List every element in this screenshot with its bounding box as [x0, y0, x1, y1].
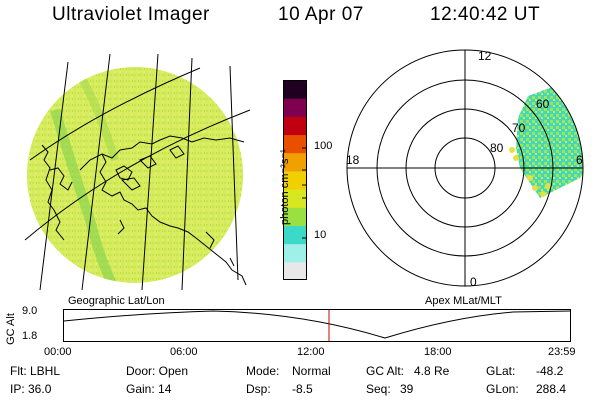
gcalt-value: 4.8 Re: [414, 364, 450, 378]
mode-label: Mode:: [246, 364, 280, 378]
door-readout: Door: Open: [126, 364, 189, 378]
colorbar-band: [283, 243, 307, 263]
colorbar-tick-10: 10: [314, 229, 327, 241]
mlt-label-0: 0: [470, 275, 477, 289]
colorbar-band: [283, 189, 307, 208]
mode-value: Normal: [292, 364, 331, 378]
altitude-ylabel: GC Alt: [5, 313, 17, 345]
time-tick-4: 23:59: [548, 346, 576, 358]
glon-value: 288.4: [536, 382, 567, 396]
glon-label: GLon:: [486, 382, 519, 396]
colorbar-band: [283, 225, 307, 245]
mlat-label-80: 80: [490, 141, 504, 155]
dsp-label: Dsp:: [246, 382, 271, 396]
geographic-image-panel: [20, 50, 260, 295]
colorbar-band: [283, 116, 307, 136]
time-tick-3: 18:00: [424, 346, 452, 358]
date-label: 10 Apr 07: [278, 4, 364, 25]
filter-readout: Flt: LBHL: [10, 364, 61, 378]
mlt-label-12: 12: [478, 49, 492, 63]
polar-grid: [346, 49, 584, 287]
mlt-label-6: 6: [576, 153, 583, 167]
mlat-label-60: 60: [536, 97, 550, 111]
polar-caption: Apex MLat/MLT: [425, 295, 502, 307]
colorbar-band: [283, 80, 307, 99]
colorbar-gradient: [283, 80, 307, 281]
colorbar-band: [283, 170, 307, 190]
altitude-curve: [63, 310, 571, 339]
glat-label: GLat:: [486, 364, 516, 378]
colorbar: [283, 80, 307, 281]
coastlines: [41, 135, 247, 286]
ip-readout: IP: 36.0: [10, 382, 52, 396]
glat-value: -48.2: [536, 364, 564, 378]
colorbar-band: [283, 98, 307, 117]
geographic-image: [24, 53, 251, 291]
colorbar-band: [283, 207, 307, 226]
time-tick-2: 12:00: [297, 346, 325, 358]
mlt-label-18: 18: [346, 153, 360, 167]
altitude-ytick-bottom: 1.8: [22, 330, 38, 342]
polar-plot-panel: 12 18 6 0 60 70 80: [340, 48, 590, 298]
gain-readout: Gain: 14: [126, 382, 172, 396]
dsp-value: -8.5: [292, 382, 313, 396]
time-tick-0: 00:00: [44, 346, 72, 358]
seq-value: 39: [400, 382, 414, 396]
gcalt-label: GC Alt:: [366, 364, 405, 378]
altitude-plot-svg: [63, 309, 571, 342]
colorbar-band: [283, 152, 307, 172]
mlat-label-70: 70: [512, 121, 526, 135]
colorbar-band: [283, 261, 307, 281]
altitude-ytick-top: 9.0: [22, 305, 38, 317]
instrument-title: Ultraviolet Imager: [52, 4, 210, 25]
colorbar-band: [283, 134, 307, 154]
colorbar-frame: [283, 80, 307, 280]
geo-caption: Geographic Lat/Lon: [68, 295, 165, 307]
geo-grid: [24, 53, 251, 291]
time-label: 12:40:42 UT: [430, 4, 541, 25]
seq-label: Seq:: [366, 382, 391, 396]
altitude-plot: [63, 309, 571, 342]
time-tick-1: 06:00: [170, 346, 198, 358]
auroral-patches: [509, 147, 551, 197]
earth-disk: [27, 67, 243, 283]
colorbar-unit-label: photon cm⁻²s⁻¹: [279, 149, 291, 225]
polar-plot: 12 18 6 0 60 70 80: [346, 49, 584, 289]
colorbar-tick-100: 100: [314, 140, 333, 152]
